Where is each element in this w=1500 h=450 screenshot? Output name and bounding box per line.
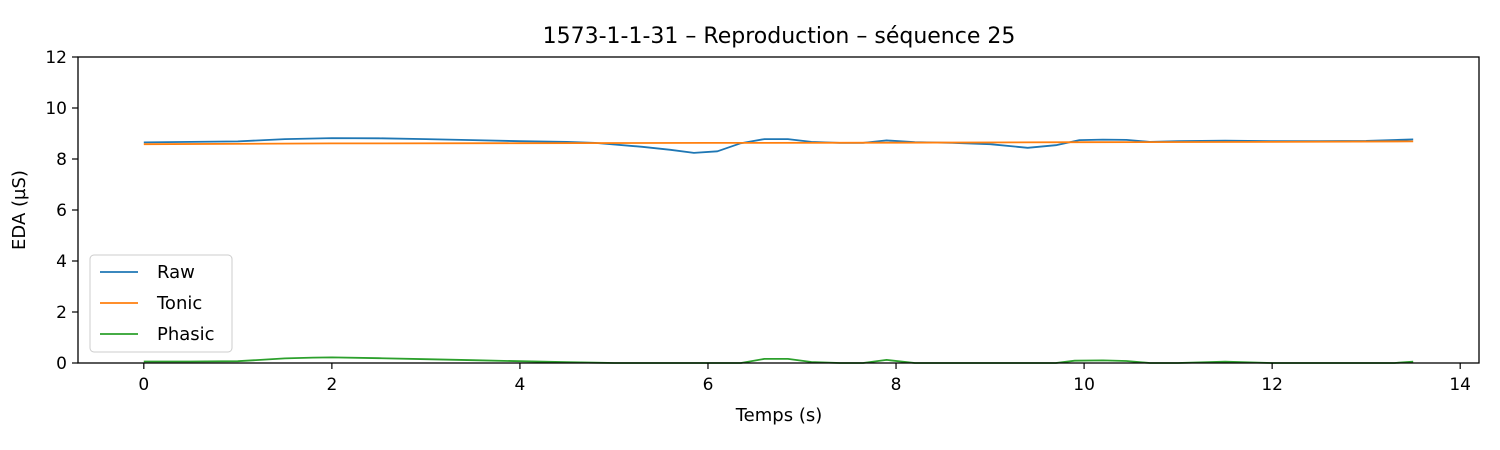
y-tick-label: 6 (56, 201, 67, 221)
x-tick-label: 10 (1073, 375, 1095, 395)
x-tick-label: 0 (138, 375, 149, 395)
legend-box (89, 254, 233, 353)
x-tick-label: 8 (891, 375, 902, 395)
x-tick-label: 6 (703, 375, 714, 395)
x-tick-label: 14 (1449, 375, 1471, 395)
y-tick-label: 0 (56, 354, 67, 374)
y-tick-label: 10 (45, 99, 67, 119)
x-tick-label: 12 (1261, 375, 1283, 395)
legend-label-tonic: Tonic (156, 293, 202, 314)
series-line-phasic (143, 356, 1414, 364)
y-tick-label: 2 (56, 303, 67, 323)
series-line-raw (143, 137, 1414, 154)
plot-frame (77, 56, 1480, 364)
y-tick-label: 4 (56, 252, 67, 272)
legend-label-phasic: Phasic (157, 324, 215, 345)
x-axis-label: Temps (s) (735, 405, 823, 426)
y-tick-label: 8 (56, 150, 67, 170)
series-layer (143, 137, 1414, 364)
legend: Raw Tonic Phasic (89, 254, 233, 353)
x-tick-label: 2 (326, 375, 337, 395)
y-tick-label: 12 (45, 48, 67, 68)
y-axis-ticks: 0 2 4 6 8 10 12 (45, 48, 78, 374)
y-axis-label: EDA (µS) (9, 170, 30, 250)
x-axis-ticks: 0 2 4 6 8 10 12 14 (138, 363, 1471, 395)
x-tick-label: 4 (515, 375, 526, 395)
chart-title: 1573-1-1-31 – Reproduction – séquence 25 (543, 24, 1016, 49)
legend-label-raw: Raw (157, 262, 195, 283)
series-line-tonic (143, 140, 1414, 146)
